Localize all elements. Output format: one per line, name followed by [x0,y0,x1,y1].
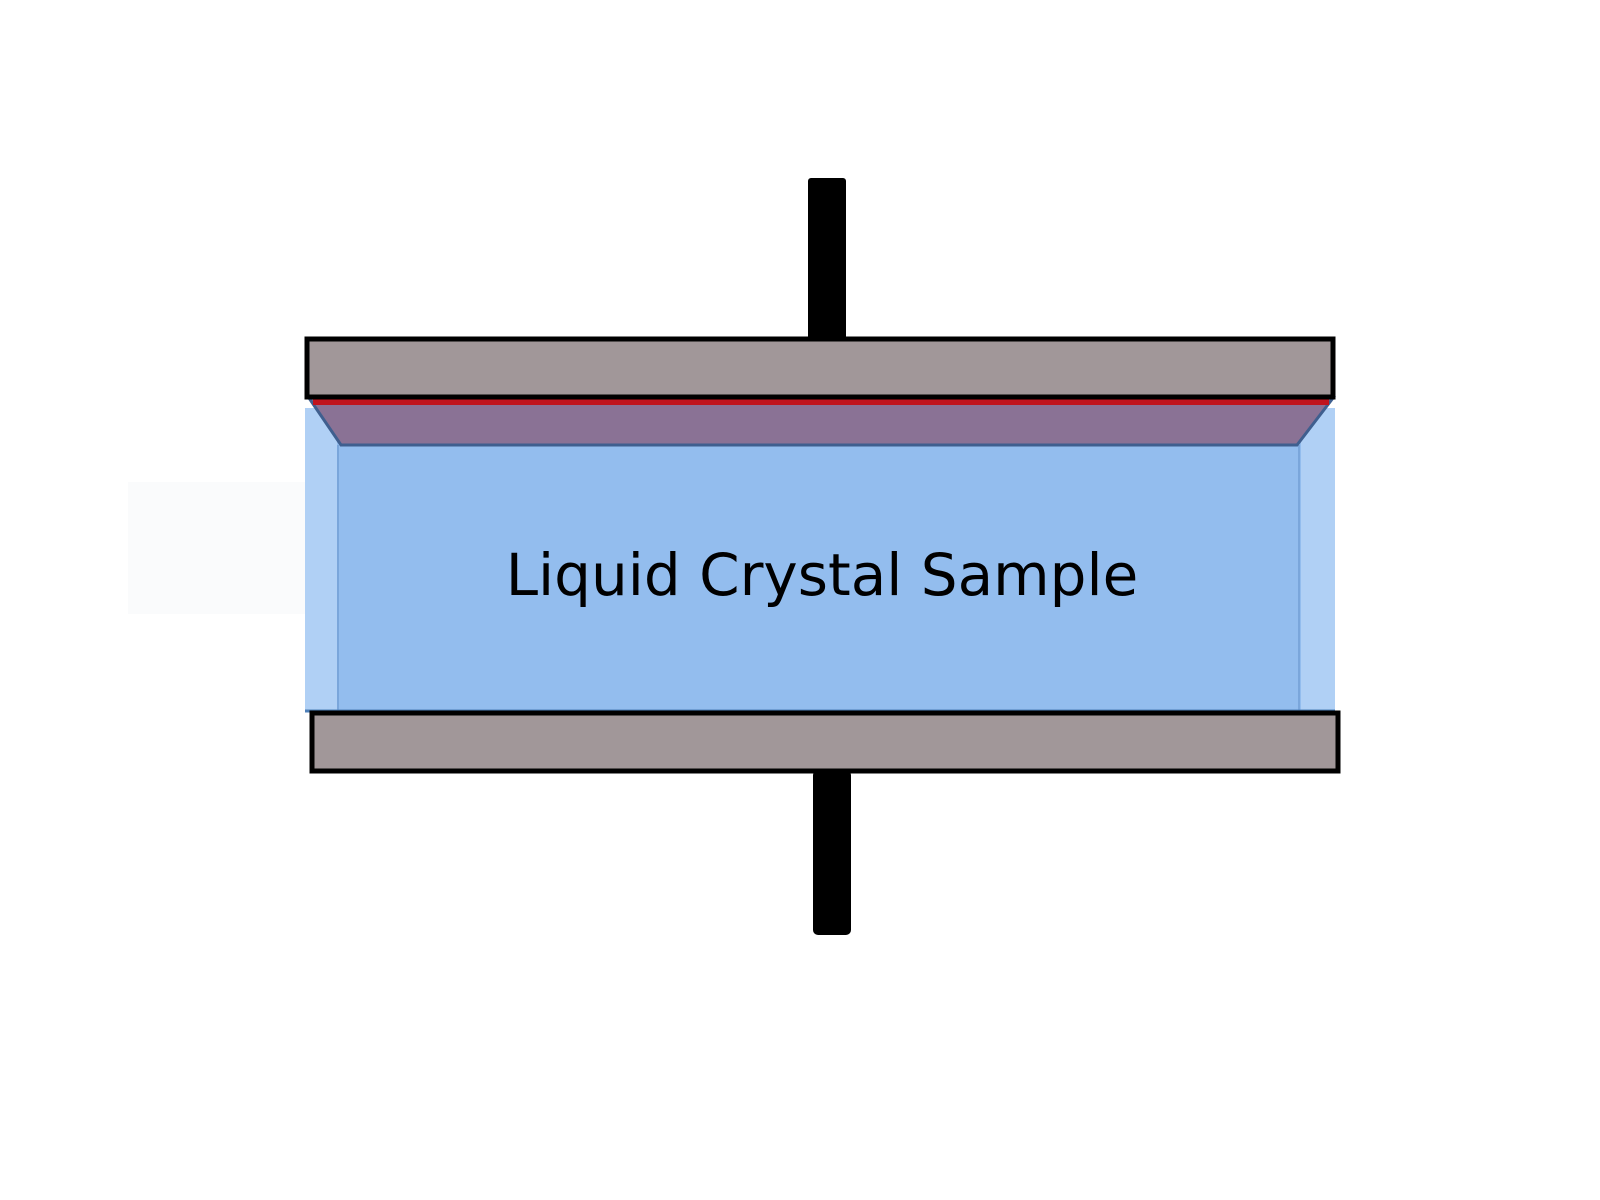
sample-left-side [305,408,337,712]
top-rod [808,178,846,342]
bottom-rod [813,770,851,935]
sample-body [305,408,1335,712]
bottom-plate [309,710,1341,774]
top-alignment-layer [306,396,1337,447]
sample-right-side [1301,408,1335,712]
sample-label: Liquid Crystal Sample [506,541,1139,609]
top-plate [304,336,1336,400]
